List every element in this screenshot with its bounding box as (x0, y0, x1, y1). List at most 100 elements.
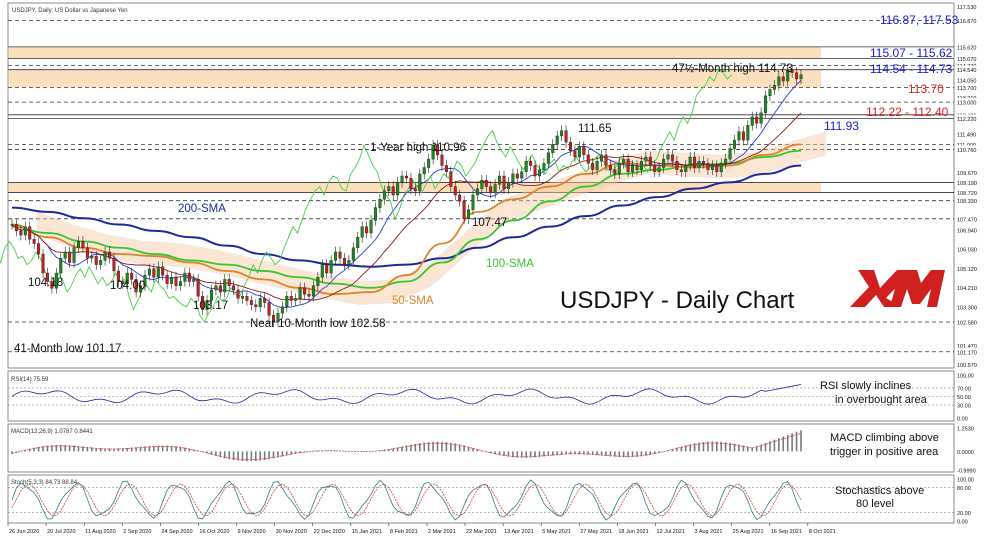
candle (334, 251, 338, 261)
candle (68, 251, 72, 263)
candle (444, 165, 448, 172)
rsi-tick-label: 100.00 (957, 374, 974, 380)
candle (342, 258, 346, 265)
candle (276, 312, 280, 323)
candle (622, 158, 626, 164)
candle (515, 173, 519, 179)
candle (639, 161, 643, 170)
candle (103, 251, 107, 261)
candle (298, 287, 302, 299)
candle (484, 180, 488, 187)
x-tick-label: 2 Mar 2021 (428, 529, 456, 535)
candle (613, 169, 617, 175)
candle (675, 161, 679, 170)
candle (595, 161, 599, 170)
x-tick-label: 13 Apr 2021 (504, 529, 534, 535)
candle (458, 194, 462, 202)
stoch-tick-label: 20.00 (957, 511, 971, 517)
candle (134, 279, 138, 293)
candle (294, 298, 298, 301)
candle (378, 199, 382, 208)
candle (537, 169, 541, 177)
candle (360, 226, 364, 238)
price-tick-label: 101.170 (957, 350, 977, 356)
candle (240, 296, 244, 299)
candle (356, 236, 360, 248)
price-tick-label: 112.220 (957, 117, 976, 123)
candle (272, 315, 276, 323)
x-tick-label: 30 Nov 2020 (276, 529, 307, 535)
macd-histogram: 1.2530 0.0000 -0.9990 (11, 427, 976, 475)
stoch-tick-label: 100.00 (957, 478, 974, 484)
candle (684, 165, 688, 172)
candle (772, 85, 776, 90)
candle (187, 272, 191, 282)
candle (795, 72, 799, 80)
candle (147, 268, 151, 276)
candle (427, 158, 431, 168)
candle (311, 285, 315, 297)
candle (577, 146, 581, 158)
candle (72, 247, 76, 263)
candle (799, 74, 803, 80)
candle (524, 161, 528, 172)
x-tick-label: 3 Aug 2021 (695, 529, 723, 535)
annotation-111-65: 111.65 (578, 123, 611, 135)
candle (431, 145, 435, 160)
candle (733, 139, 737, 149)
price-tick-label: 107.470 (957, 217, 977, 223)
candle (303, 287, 307, 295)
x-tick-label: 20 Jul 2020 (47, 529, 75, 535)
candle (116, 270, 120, 282)
candle (591, 163, 595, 170)
candle (449, 171, 453, 187)
candle (325, 264, 329, 274)
candle (254, 304, 258, 308)
candle (139, 285, 143, 293)
candle (422, 167, 426, 175)
rsi-tick-label: 50.00 (957, 395, 971, 401)
stoch-tick-label: 0.00 (957, 520, 968, 526)
candle (54, 272, 58, 289)
price-tick-label: 105.120 (957, 267, 977, 273)
label-100-sma: 100-SMA (486, 258, 534, 270)
candle (45, 272, 49, 282)
candle (329, 260, 333, 274)
candle (582, 146, 586, 156)
series-50-sma (11, 143, 802, 296)
candle (50, 281, 54, 289)
label-200-sma: 200-SMA (178, 203, 226, 215)
x-tick-label: 27 May 2021 (580, 529, 612, 535)
candle (701, 161, 705, 164)
rsi-tick-label: 0.00 (957, 417, 968, 423)
annotation-103-17: 103.17 (193, 300, 228, 312)
x-tick-label: 12 Jul 2021 (656, 529, 684, 535)
annotation-107-47: 107.47 (472, 217, 507, 229)
candle (719, 163, 723, 172)
candle (94, 255, 98, 265)
price-tick-label: 109.670 (957, 171, 977, 177)
candle (777, 76, 781, 86)
candle (99, 260, 103, 265)
rsi-line: 100.00 70.00 50.00 30.00 0.00 (8, 374, 974, 423)
chart-header: USDJPY, Daily: US Dollar vs Japanese Yen (12, 8, 128, 14)
candle (227, 279, 231, 286)
x-tick-label: 18 Jun 2021 (618, 529, 648, 535)
candle (635, 165, 639, 170)
annotation-104-00: 104.00 (110, 280, 145, 292)
candle (697, 161, 701, 168)
candle (462, 201, 466, 220)
x-tick-label: 22 Mar 2021 (466, 529, 497, 535)
candle (121, 281, 125, 284)
annotation-10-month-low: Near 10-Month low 102.58 (250, 318, 386, 330)
price-tick-label: 106.030 (957, 248, 977, 254)
candle (790, 69, 794, 73)
candle (679, 169, 683, 172)
chart-main-title: USDJPY - Daily Chart (560, 287, 795, 314)
candle (555, 135, 559, 145)
candle (746, 125, 750, 141)
candle (737, 131, 741, 141)
annotation-1-year-high: 1-Year high 110.96 (370, 142, 466, 154)
candle (644, 156, 648, 162)
